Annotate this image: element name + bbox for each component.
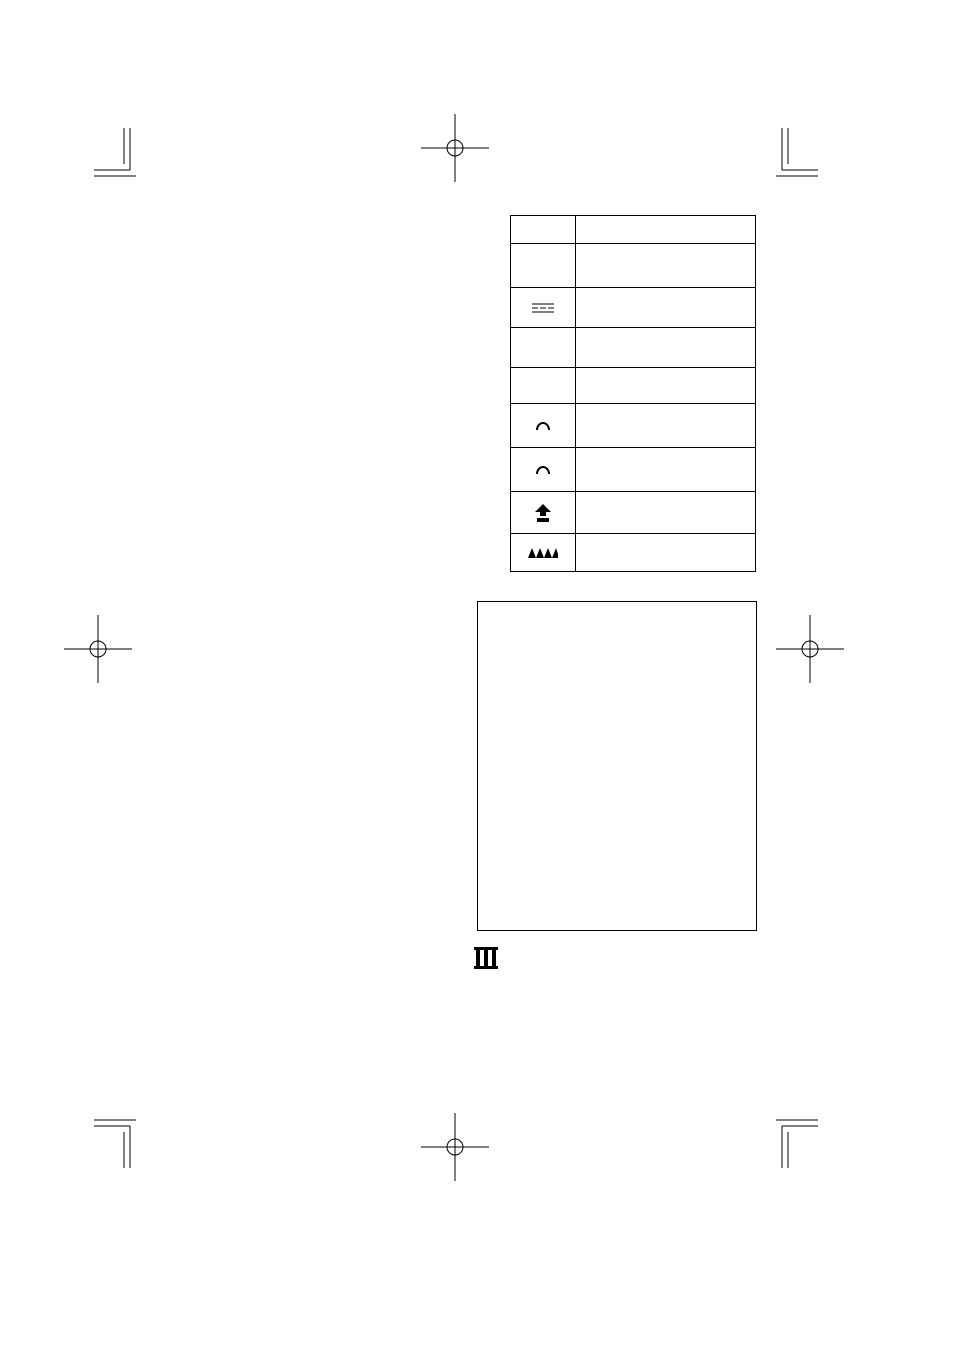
symbol-cell	[511, 368, 576, 404]
symbol-cell	[511, 534, 576, 572]
table-row	[511, 328, 756, 368]
symbol-cell	[511, 328, 576, 368]
headphone-icon	[533, 460, 553, 480]
crop-mark-bl	[82, 1108, 142, 1168]
table-row	[511, 368, 756, 404]
table-row	[511, 244, 756, 288]
crop-mark-tl	[82, 128, 142, 188]
desc-cell	[575, 244, 755, 288]
reg-mark-bottom	[421, 1113, 489, 1181]
crop-mark-tr	[770, 128, 830, 188]
crop-mark-br	[770, 1108, 830, 1168]
table-row	[511, 492, 756, 534]
symbol-cell	[511, 448, 576, 492]
symbol-cell	[511, 492, 576, 534]
class2-icon	[474, 945, 504, 971]
reg-mark-top	[421, 114, 489, 182]
symbol-cell	[511, 216, 576, 244]
desc-cell	[575, 328, 755, 368]
desc-cell	[575, 216, 755, 244]
notice-box	[477, 601, 757, 931]
desc-cell	[575, 448, 755, 492]
desc-cell	[575, 288, 755, 328]
eject-icon	[533, 502, 553, 524]
symbol-cell	[511, 288, 576, 328]
table-row	[511, 404, 756, 448]
desc-cell	[575, 368, 755, 404]
spec-table	[510, 215, 756, 572]
table-row	[511, 534, 756, 572]
desc-cell	[575, 492, 755, 534]
symbol-cell	[511, 404, 576, 448]
dc-icon	[531, 302, 555, 314]
table-row	[511, 448, 756, 492]
desc-cell	[575, 534, 755, 572]
reg-mark-right	[776, 615, 844, 683]
reg-mark-left	[64, 615, 132, 683]
headphone-icon	[533, 416, 553, 436]
table-row	[511, 216, 756, 244]
symbol-cell	[511, 244, 576, 288]
dolby-icon	[528, 546, 558, 560]
table-row	[511, 288, 756, 328]
desc-cell	[575, 404, 755, 448]
